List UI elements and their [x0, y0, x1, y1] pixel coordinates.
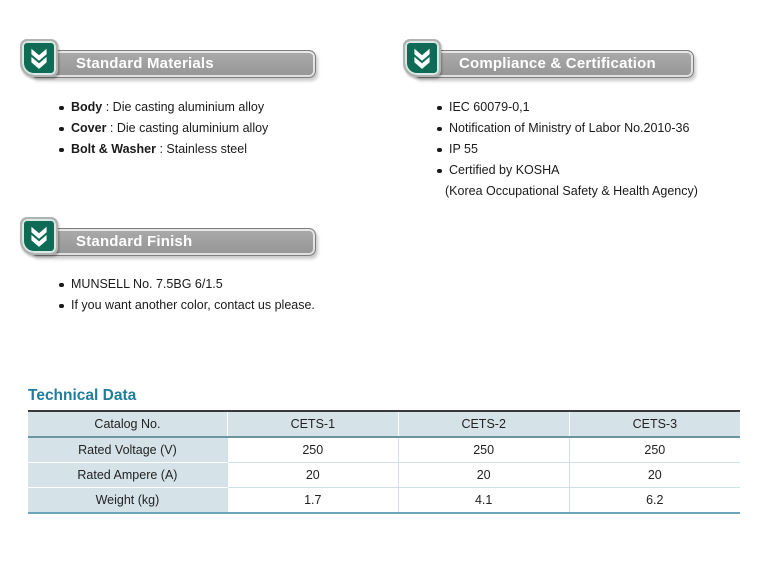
table-cell: 250	[569, 437, 740, 463]
column-header: CETS-2	[398, 411, 570, 438]
header-bar: Standard Materials	[30, 50, 316, 78]
item-label: Body	[71, 100, 103, 114]
technical-data-title: Technical Data	[28, 387, 137, 404]
header-bar: Standard Finish	[30, 228, 316, 256]
column-header: CETS-3	[569, 411, 740, 438]
header-bar: Compliance & Certification	[413, 50, 694, 78]
list-item: Bolt & Washer : Stainless steel	[58, 139, 268, 160]
item-text: : Die casting aluminium alloy	[102, 100, 265, 114]
row-label: Weight (kg)	[28, 487, 228, 513]
table-cell: 20	[227, 462, 399, 488]
table-cell: 6.2	[569, 487, 740, 513]
item-text: If you want another color, contact us pl…	[71, 298, 315, 312]
list-item: If you want another color, contact us pl…	[58, 295, 315, 316]
section-header-standard-materials: Standard Materials	[20, 39, 316, 79]
table-header-row: Catalog No. CETS-1 CETS-2 CETS-3	[28, 411, 740, 438]
table-cell: 1.7	[227, 487, 399, 513]
section-title: Standard Materials	[76, 55, 214, 72]
item-text: IEC 60079-0,1	[449, 100, 530, 114]
row-label: Rated Ampere (A)	[28, 462, 228, 488]
item-text: Notification of Ministry of Labor No.201…	[449, 121, 690, 135]
table-row: Rated Ampere (A) 20 20 20	[28, 462, 740, 488]
table-row: Weight (kg) 1.7 4.1 6.2	[28, 487, 740, 513]
table-row: Rated Voltage (V) 250 250 250	[28, 437, 740, 463]
item-label: Bolt & Washer	[71, 142, 156, 156]
section-title: Standard Finish	[76, 233, 193, 250]
item-text: (Korea Occupational Safety & Health Agen…	[445, 184, 698, 198]
item-text: : Stainless steel	[155, 142, 247, 156]
table-cell: 20	[398, 462, 570, 488]
table-cell: 250	[227, 437, 399, 463]
list-item: Body : Die casting aluminium alloy	[58, 97, 268, 118]
list-item: Notification of Ministry of Labor No.201…	[436, 118, 698, 139]
column-header: CETS-1	[227, 411, 399, 438]
technical-data-table: Catalog No. CETS-1 CETS-2 CETS-3 Rated V…	[28, 410, 740, 514]
list-item: MUNSELL No. 7.5BG 6/1.5	[58, 274, 315, 295]
item-text: : Die casting aluminium alloy	[106, 121, 269, 135]
section-title: Compliance & Certification	[459, 55, 656, 72]
table-cell: 250	[398, 437, 570, 463]
list-item: IEC 60079-0,1	[436, 97, 698, 118]
compliance-certification-list: IEC 60079-0,1 Notification of Ministry o…	[436, 97, 698, 202]
item-text: Certified by KOSHA	[449, 163, 560, 177]
row-label: Rated Voltage (V)	[28, 437, 228, 463]
list-item: Certified by KOSHA	[436, 160, 698, 181]
section-header-standard-finish: Standard Finish	[20, 217, 316, 257]
table-cell: 20	[569, 462, 740, 488]
item-label: Cover	[71, 121, 107, 135]
double-chevron-down-icon	[20, 39, 58, 77]
table-cell: 4.1	[398, 487, 570, 513]
section-header-compliance-certification: Compliance & Certification	[403, 39, 694, 79]
double-chevron-down-icon	[20, 217, 58, 255]
standard-materials-list: Body : Die casting aluminium alloy Cover…	[58, 97, 268, 160]
list-item: IP 55	[436, 139, 698, 160]
item-text: MUNSELL No. 7.5BG 6/1.5	[71, 277, 223, 291]
double-chevron-down-icon	[403, 39, 441, 77]
standard-finish-list: MUNSELL No. 7.5BG 6/1.5 If you want anot…	[58, 274, 315, 316]
column-header: Catalog No.	[28, 411, 228, 438]
item-text: IP 55	[449, 142, 478, 156]
list-item-continuation: (Korea Occupational Safety & Health Agen…	[436, 181, 698, 202]
list-item: Cover : Die casting aluminium alloy	[58, 118, 268, 139]
